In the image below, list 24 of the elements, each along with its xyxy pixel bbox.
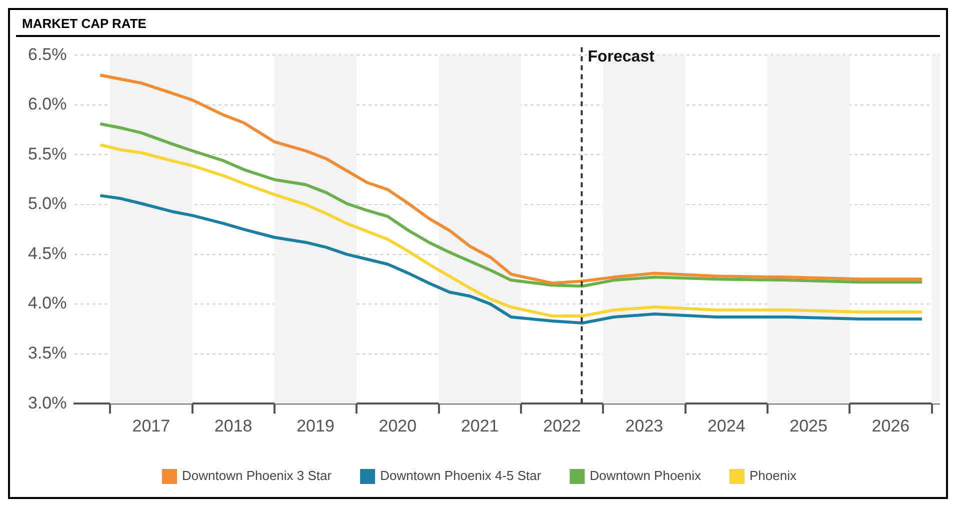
legend-label: Downtown Phoenix 4-5 Star [380,468,542,484]
y-tick-label: 4.0% [28,294,67,313]
chart-title: MARKET CAP RATE [16,10,940,37]
x-tick-label: 2022 [543,416,581,436]
x-tick-label: 2025 [790,416,828,436]
legend-label: Downtown Phoenix [590,468,702,484]
legend-label: Downtown Phoenix 3 Star [182,468,332,484]
y-tick-label: 5.5% [28,144,67,164]
y-tick-label: 6.0% [28,94,67,114]
x-tick-label: 2024 [707,416,746,436]
x-tick-label: 2018 [214,416,252,436]
y-tick-label: 6.5% [28,44,67,64]
y-tick-label: 3.5% [28,344,67,363]
x-tick-label: 2023 [625,416,664,436]
x-tick-label: 2020 [378,416,417,436]
x-tick-label: 2026 [872,416,910,436]
y-tick-label: 4.5% [28,244,67,263]
ref-line-label: Forecast [588,48,656,66]
y-tick-label: 5.0% [28,194,67,214]
legend-label: Phoenix [750,468,797,484]
x-tick-label: 2019 [296,416,334,436]
x-tick-label: 2017 [132,416,170,436]
x-tick-label: 2021 [460,416,499,436]
y-tick-label: 3.0% [28,393,67,412]
